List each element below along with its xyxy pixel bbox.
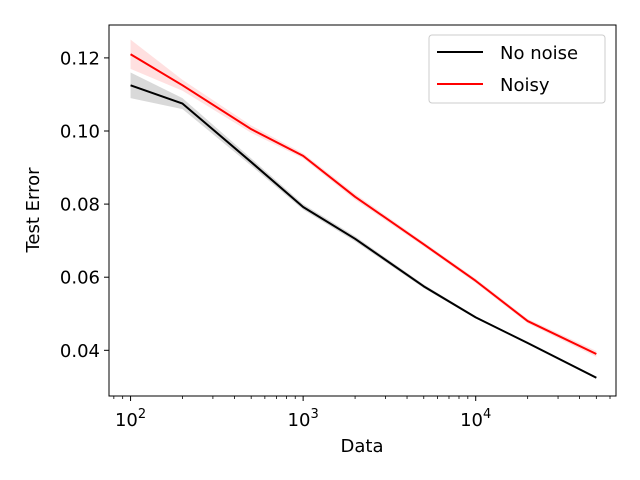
series-line-noisy (130, 53, 597, 355)
confidence-bands (130, 39, 597, 379)
y-tick-label: 0.12 (60, 48, 100, 69)
y-tick-label: 0.06 (60, 268, 100, 289)
y-tick-label: 0.08 (60, 195, 100, 216)
y-tick-label: 0.04 (60, 341, 100, 362)
x-tick-label: 102 (115, 407, 146, 431)
legend-label-noisy: Noisy (500, 75, 550, 96)
y-axis-label: Test Error (23, 167, 44, 254)
x-tick-label: 103 (288, 407, 319, 431)
legend-label-no-noise: No noise (500, 43, 578, 64)
series-lines (130, 53, 597, 379)
plot-frame (108, 24, 617, 397)
x-tick-label: 104 (460, 407, 491, 431)
band-no-noise (130, 72, 597, 379)
x-axis-ticks: 102 103 104 (113, 396, 611, 431)
y-tick-label: 0.10 (60, 122, 100, 143)
series-line-no-noise (130, 84, 597, 379)
legend: No noise Noisy (428, 34, 606, 104)
x-axis-label: Data (341, 436, 384, 457)
y-axis-ticks: 0.04 0.06 0.08 0.10 0.12 (60, 48, 109, 362)
